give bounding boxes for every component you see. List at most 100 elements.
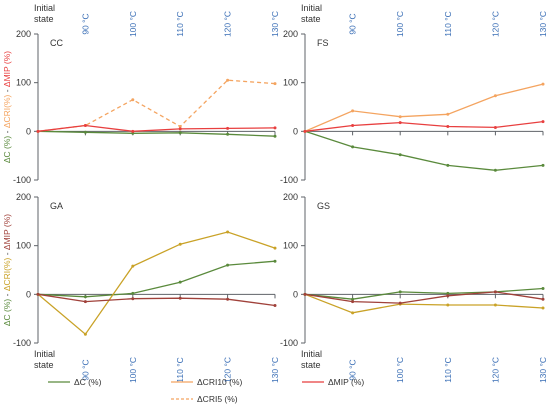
y-tick-label: 0 bbox=[293, 126, 298, 136]
y-axis-title-part: ΔMIP (%) bbox=[2, 51, 12, 87]
panel-gs: -100 0 100 200 GS bbox=[280, 192, 545, 348]
x-label-initial-state: Initial bbox=[301, 349, 322, 359]
y-tick-label: 100 bbox=[16, 78, 31, 88]
panel-cc: -100 0 100 200 CC bbox=[13, 29, 277, 185]
y-axis-title-part: - bbox=[2, 87, 12, 95]
y-axis-title-part: ΔMIP (%) bbox=[2, 214, 12, 250]
y-tick-label: -100 bbox=[13, 175, 31, 185]
data-point bbox=[493, 290, 497, 294]
x-tick-label: 90 °C bbox=[80, 13, 90, 34]
data-point bbox=[273, 246, 277, 250]
series-c bbox=[36, 259, 277, 299]
x-tick-label: 90 °C bbox=[348, 13, 358, 34]
data-point bbox=[83, 130, 87, 134]
data-point bbox=[446, 291, 450, 295]
legend-item: ΔMIP (%) bbox=[302, 377, 364, 387]
data-point bbox=[131, 98, 135, 102]
data-point bbox=[541, 297, 545, 301]
data-point bbox=[273, 134, 277, 138]
panel-label: GA bbox=[50, 201, 63, 211]
x-tick-label: 130 °C bbox=[270, 357, 280, 383]
x-tick-label: 130 °C bbox=[538, 357, 548, 383]
y-tick-label: 200 bbox=[16, 29, 31, 39]
x-label-initial-state: state bbox=[301, 14, 321, 24]
y-tick-label: 200 bbox=[283, 29, 298, 39]
y-tick-label: -100 bbox=[13, 338, 31, 348]
data-point bbox=[541, 120, 545, 124]
data-point bbox=[178, 124, 182, 128]
data-point bbox=[446, 163, 450, 167]
data-point bbox=[131, 291, 135, 295]
series-line bbox=[304, 83, 544, 132]
series-mip bbox=[36, 123, 277, 133]
data-point bbox=[226, 126, 230, 130]
data-point bbox=[493, 168, 497, 172]
x-tick-label: 110 °C bbox=[443, 11, 453, 36]
legend-label: ΔCRI10 (%) bbox=[197, 377, 243, 387]
chart-panels: -1000100200CC-1000100200FS-1000100200GA-… bbox=[13, 29, 545, 348]
y-axis-title-part: - bbox=[2, 128, 12, 136]
x-tick-label: 100 °C bbox=[395, 11, 405, 37]
data-point bbox=[493, 125, 497, 129]
x-label-initial-state: Initial bbox=[301, 3, 322, 13]
legend-label: ΔMIP (%) bbox=[328, 377, 364, 387]
data-point bbox=[273, 82, 277, 86]
data-point bbox=[178, 280, 182, 284]
data-point bbox=[398, 290, 402, 294]
y-tick-label: 0 bbox=[26, 289, 31, 299]
series-line bbox=[37, 260, 276, 298]
series-line bbox=[304, 120, 544, 132]
data-point bbox=[541, 306, 545, 310]
data-point bbox=[398, 301, 402, 305]
data-point bbox=[83, 300, 87, 304]
x-tick-label: 120 °C bbox=[223, 357, 233, 383]
x-tick-label: 110 °C bbox=[443, 357, 453, 382]
series-cri10 bbox=[303, 292, 545, 315]
series-cri10 bbox=[303, 82, 545, 133]
x-tick-label: 110 °C bbox=[175, 357, 185, 382]
x-tick-label: 100 °C bbox=[128, 11, 138, 37]
y-tick-label: 100 bbox=[16, 241, 31, 251]
series-line bbox=[37, 124, 276, 132]
legend-item: ΔCRI5 (%) bbox=[171, 394, 238, 404]
x-tick-label: 100 °C bbox=[128, 357, 138, 383]
data-point bbox=[398, 153, 402, 157]
data-point bbox=[541, 82, 545, 86]
data-point bbox=[351, 297, 355, 301]
series-cri5 bbox=[36, 78, 277, 133]
data-point bbox=[446, 303, 450, 307]
data-point bbox=[178, 131, 182, 135]
data-point bbox=[226, 297, 230, 301]
data-point bbox=[446, 112, 450, 116]
y-tick-label: -100 bbox=[280, 338, 298, 348]
data-point bbox=[83, 332, 87, 336]
series-line bbox=[304, 293, 544, 314]
y-tick-label: 200 bbox=[283, 192, 298, 202]
data-point bbox=[351, 311, 355, 315]
series-cri10 bbox=[36, 230, 277, 336]
data-point bbox=[351, 109, 355, 113]
series-line bbox=[304, 291, 544, 304]
y-axis-title-part: - bbox=[2, 291, 12, 299]
data-point bbox=[398, 121, 402, 125]
y-tick-label: 0 bbox=[293, 289, 298, 299]
y-axis-title-part: - bbox=[2, 250, 12, 258]
y-axis-title-top: ΔC (%) - ΔCRI(%) - ΔMIP (%) bbox=[2, 51, 12, 163]
y-axis-title-bottom: ΔC (%) - ΔCRI(%) - ΔMIP (%) bbox=[2, 214, 12, 326]
x-label-initial-state: state bbox=[34, 14, 54, 24]
data-point bbox=[303, 129, 307, 133]
data-point bbox=[131, 129, 135, 133]
data-point bbox=[493, 94, 497, 98]
data-point bbox=[398, 115, 402, 119]
panel-label: GS bbox=[317, 201, 330, 211]
x-label-initial-state: state bbox=[301, 360, 321, 370]
data-point bbox=[178, 296, 182, 300]
legend-item: ΔCRI10 (%) bbox=[171, 377, 243, 387]
legend: ΔC (%) ΔCRI10 (%) ΔMIP (%) ΔCRI5 (%) bbox=[48, 377, 364, 404]
data-point bbox=[178, 127, 182, 131]
data-point bbox=[273, 126, 277, 130]
x-tick-label: 130 °C bbox=[270, 11, 280, 37]
x-tick-label: 130 °C bbox=[538, 11, 548, 37]
